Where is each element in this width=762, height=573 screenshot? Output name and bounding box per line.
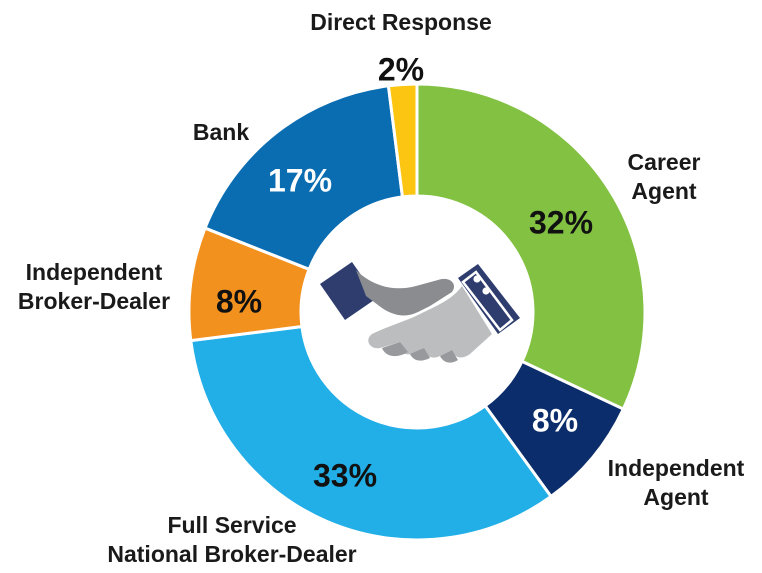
handshake-icon xyxy=(320,262,520,363)
category-label: Independent Agent xyxy=(608,455,745,510)
category-label-line: Bank xyxy=(193,119,249,145)
category-label: Career Agent xyxy=(628,149,701,204)
value-labels: 32% 8% 33% 8% 17% 2% xyxy=(216,51,593,493)
category-label-line: National Broker-Dealer xyxy=(107,541,356,567)
category-label-line: Agent xyxy=(643,484,709,510)
category-label-line: Direct Response xyxy=(310,9,492,35)
value-label: 33% xyxy=(313,457,377,493)
category-label-line: Full Service xyxy=(167,512,296,538)
category-label-line: Agent xyxy=(631,178,697,204)
category-label: Independent Broker-Dealer xyxy=(18,259,170,314)
value-label: 32% xyxy=(529,204,593,240)
category-labels: Career Agent Independent Agent Full Service N… xyxy=(18,9,745,567)
category-label: Direct Response xyxy=(310,9,492,35)
category-label-line: Independent xyxy=(608,455,745,481)
value-label: 8% xyxy=(216,283,262,319)
category-label-line: Broker-Dealer xyxy=(18,288,170,314)
value-label: 17% xyxy=(268,162,332,198)
category-label-line: Career xyxy=(628,149,701,175)
category-label: Bank xyxy=(193,119,249,145)
value-label: 8% xyxy=(532,402,578,438)
category-label: Full Service National Broker-Dealer xyxy=(107,512,356,567)
chart-slices xyxy=(187,82,647,542)
category-label-line: Independent xyxy=(26,259,163,285)
value-label: 2% xyxy=(378,51,424,87)
